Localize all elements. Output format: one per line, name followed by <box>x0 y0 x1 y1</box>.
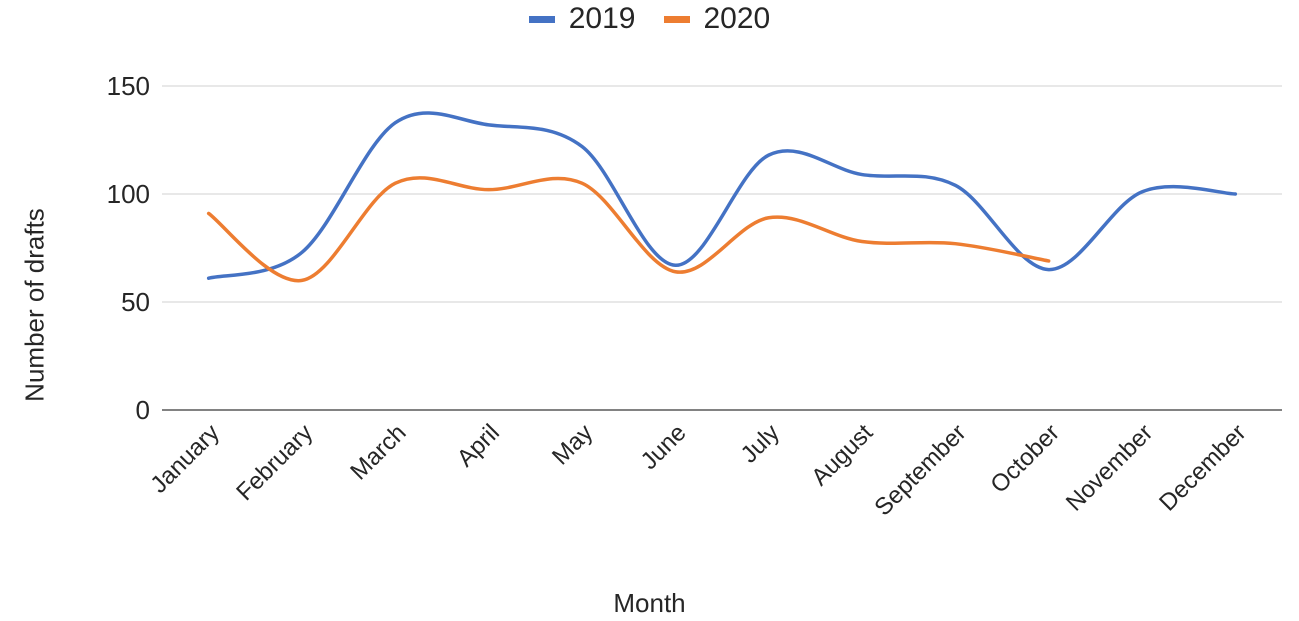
x-tick-label: January <box>145 419 224 498</box>
x-tick-label: December <box>1154 419 1251 516</box>
y-tick-label: 0 <box>136 395 150 425</box>
series-line-2019 <box>209 113 1236 278</box>
series-line-2020 <box>209 178 1049 281</box>
x-tick-label: February <box>231 419 318 506</box>
x-tick-label: April <box>452 419 505 472</box>
x-tick-label: May <box>547 419 598 470</box>
x-tick-label: September <box>869 419 971 521</box>
x-tick-label: August <box>806 419 878 491</box>
y-tick-label: 100 <box>107 179 150 209</box>
x-tick-label: March <box>345 419 411 485</box>
x-tick-label: July <box>736 419 785 468</box>
x-tick-label: June <box>636 419 692 475</box>
x-tick-label: November <box>1061 419 1158 516</box>
y-tick-label: 50 <box>121 287 150 317</box>
x-tick-label: October <box>985 419 1064 498</box>
y-tick-label: 150 <box>107 71 150 101</box>
